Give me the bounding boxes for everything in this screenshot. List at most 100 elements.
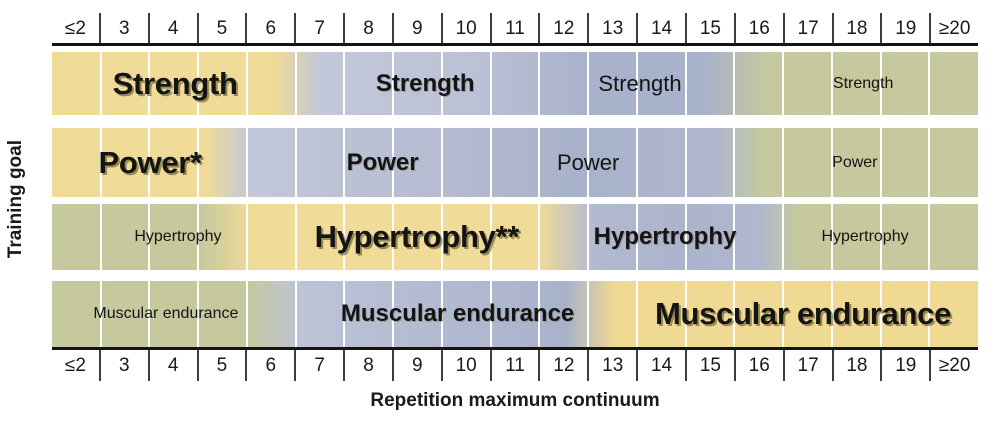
band-muscular-endurance: Muscular endurance Muscular endurance Musc… bbox=[52, 281, 978, 347]
label-power-2: Power bbox=[346, 148, 419, 176]
label-muscular-endurance-2: Muscular endurance bbox=[340, 300, 575, 327]
label-power-1: Power* bbox=[98, 144, 202, 180]
column-separator bbox=[245, 52, 248, 115]
column-separator bbox=[587, 52, 590, 115]
column-separator bbox=[879, 281, 882, 347]
tick-top-14: 14 bbox=[636, 13, 685, 43]
tick-top-8: 8 bbox=[343, 13, 392, 43]
column-separator bbox=[782, 52, 785, 115]
column-separator bbox=[830, 204, 833, 270]
column-separator bbox=[343, 52, 346, 115]
tick-bottom-6: 6 bbox=[245, 350, 294, 381]
tick-bottom-7: 7 bbox=[294, 350, 343, 381]
column-separator bbox=[392, 128, 395, 197]
column-separator bbox=[782, 281, 785, 347]
column-separator bbox=[197, 204, 200, 270]
tick-top-4: 4 bbox=[147, 13, 197, 43]
tick-top-2: ≤2 bbox=[64, 17, 86, 39]
column-separator bbox=[489, 204, 492, 270]
column-separator bbox=[684, 52, 687, 115]
column-separator bbox=[928, 52, 931, 115]
tick-bottom-12: 12 bbox=[538, 350, 587, 381]
column-separator bbox=[294, 128, 297, 197]
tick-top-5: 5 bbox=[196, 13, 246, 43]
column-separator bbox=[245, 128, 248, 197]
y-axis-title-text: Training goal bbox=[5, 140, 26, 259]
tick-top-11: 11 bbox=[489, 13, 539, 43]
tick-bottom-4: 4 bbox=[147, 350, 197, 381]
tick-bottom-5: 5 bbox=[196, 350, 246, 381]
tick-top-20: ≥20 bbox=[929, 13, 978, 43]
x-axis-title: Repetition maximum continuum bbox=[370, 390, 660, 411]
tick-bottom-18: 18 bbox=[831, 350, 881, 381]
column-separator bbox=[148, 52, 151, 115]
column-separator bbox=[830, 281, 833, 347]
column-separator bbox=[684, 128, 687, 197]
column-separator bbox=[197, 52, 200, 115]
column-separator bbox=[440, 52, 443, 115]
column-separator bbox=[635, 52, 638, 115]
column-separator bbox=[684, 204, 687, 270]
column-separator bbox=[440, 128, 443, 197]
column-separator bbox=[538, 281, 541, 347]
column-separator bbox=[99, 204, 102, 270]
tick-top-9: 9 bbox=[391, 13, 441, 43]
column-separator bbox=[392, 52, 395, 115]
tick-bottom-3: 3 bbox=[98, 350, 148, 381]
tick-top-15: 15 bbox=[684, 13, 734, 43]
tick-bottom-14: 14 bbox=[636, 350, 685, 381]
tick-top-18: 18 bbox=[831, 13, 881, 43]
tick-bottom-11: 11 bbox=[489, 350, 539, 381]
tick-top-17: 17 bbox=[782, 13, 832, 43]
label-hypertrophy-3: Hypertrophy bbox=[593, 223, 737, 250]
column-separator bbox=[635, 128, 638, 197]
label-muscular-endurance-1: Muscular endurance bbox=[93, 305, 239, 322]
label-strength-3: Strength bbox=[598, 70, 682, 96]
column-separator bbox=[928, 128, 931, 197]
column-separator bbox=[733, 204, 736, 270]
column-separator bbox=[782, 128, 785, 197]
tick-top-6: 6 bbox=[245, 13, 294, 43]
column-separator bbox=[197, 128, 200, 197]
tick-top-12: 12 bbox=[538, 13, 587, 43]
band-strength: Strength Strength Strength Strength bbox=[52, 52, 978, 115]
label-strength-2: Strength bbox=[375, 69, 475, 97]
column-separator bbox=[343, 204, 346, 270]
tick-top-10: 10 bbox=[440, 13, 490, 43]
column-separator bbox=[830, 52, 833, 115]
label-power-3: Power bbox=[556, 149, 620, 175]
column-separator bbox=[99, 128, 102, 197]
band-power: Power* Power Power Power bbox=[52, 128, 978, 197]
tick-bottom-10: 10 bbox=[440, 350, 490, 381]
column-separator bbox=[928, 281, 931, 347]
tick-bottom-13: 13 bbox=[587, 350, 636, 381]
tick-top-7: 7 bbox=[294, 13, 343, 43]
tick-bottom-9: 9 bbox=[391, 350, 441, 381]
tick-bottom-2: ≤2 bbox=[64, 355, 86, 376]
tick-bottom-8: 8 bbox=[343, 350, 392, 381]
column-separator bbox=[148, 204, 151, 270]
column-separator bbox=[99, 281, 102, 347]
column-separator bbox=[197, 281, 200, 347]
tick-bottom-20: ≥20 bbox=[929, 350, 978, 381]
column-separator bbox=[440, 281, 443, 347]
label-hypertrophy-2: Hypertrophy** bbox=[314, 219, 520, 254]
column-separator bbox=[440, 204, 443, 270]
top-axis: ≤2 3 4 5 6 7 8 9 10 11 12 13 14 15 16 17 18 19 ≥20 bbox=[52, 13, 978, 46]
column-separator bbox=[782, 204, 785, 270]
label-strength-4: Strength bbox=[832, 74, 894, 92]
tick-bottom-17: 17 bbox=[782, 350, 832, 381]
column-separator bbox=[928, 204, 931, 270]
tick-top-3: 3 bbox=[98, 13, 148, 43]
column-separator bbox=[343, 128, 346, 197]
column-separator bbox=[148, 128, 151, 197]
tick-top-13: 13 bbox=[587, 13, 636, 43]
tick-top-16: 16 bbox=[733, 13, 783, 43]
column-separator bbox=[489, 281, 492, 347]
column-separator bbox=[635, 281, 638, 347]
column-separator bbox=[635, 204, 638, 270]
column-separator bbox=[879, 52, 882, 115]
column-separator bbox=[392, 204, 395, 270]
tick-bottom-15: 15 bbox=[684, 350, 734, 381]
